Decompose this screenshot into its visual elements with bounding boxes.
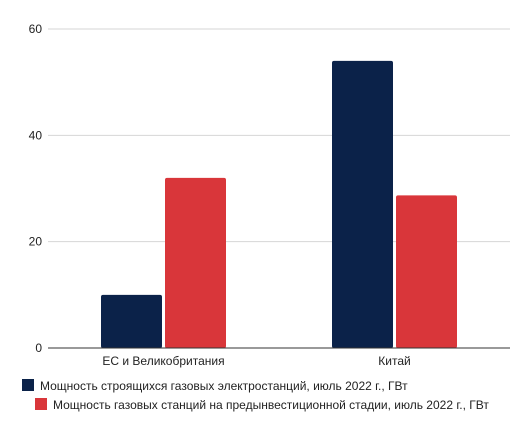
legend-label: Мощность газовых станций на предынвестиц… <box>53 398 489 412</box>
x-tick-label: Китай <box>378 354 410 368</box>
y-tick-label: 40 <box>29 128 43 142</box>
bar <box>165 177 226 348</box>
bar <box>101 294 162 348</box>
y-tick-label: 0 <box>35 341 42 355</box>
y-tick-label: 20 <box>29 235 43 249</box>
bar <box>396 195 457 348</box>
y-axis-ticks: 0 20 40 60 <box>29 22 43 355</box>
legend: Мощность строящихся газовых электростанц… <box>22 379 489 412</box>
legend-swatch <box>22 379 34 391</box>
legend-swatch <box>35 398 47 410</box>
x-tick-label: ЕС и Великобритания <box>102 354 224 368</box>
bar <box>332 60 393 349</box>
x-axis-labels: ЕС и Великобритания Китай <box>102 354 410 368</box>
bars <box>101 60 457 349</box>
legend-label: Мощность строящихся газовых электростанц… <box>40 379 408 393</box>
y-tick-label: 60 <box>29 22 43 36</box>
